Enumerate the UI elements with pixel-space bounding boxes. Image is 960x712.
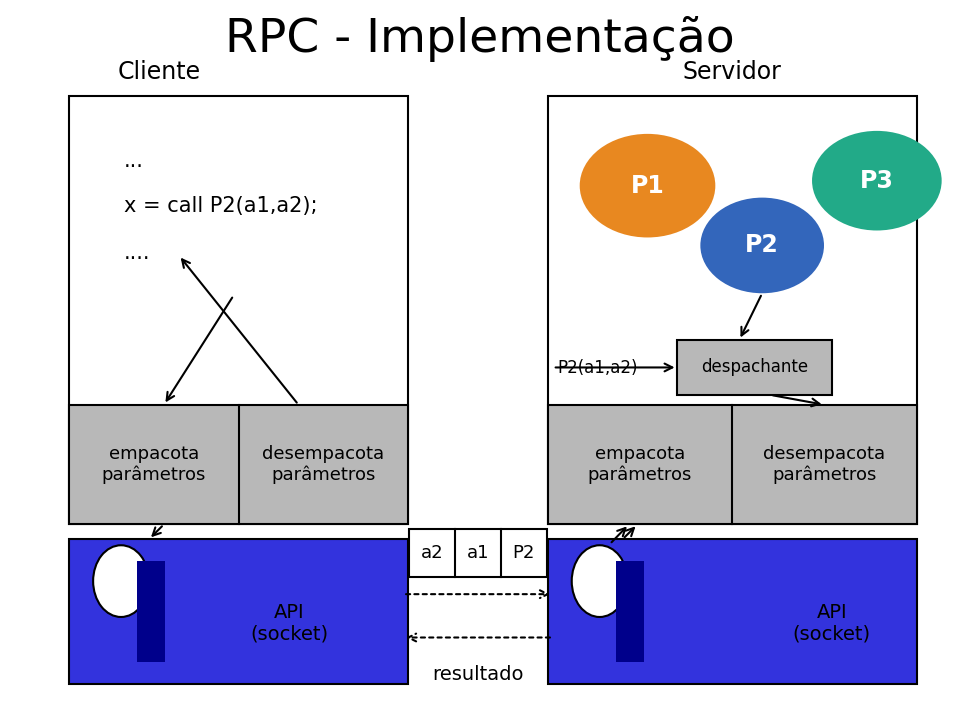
Text: ....: .... — [124, 244, 151, 263]
Text: empacota
parâmetros: empacota parâmetros — [588, 445, 692, 484]
Text: a2: a2 — [420, 544, 444, 562]
Text: despachante: despachante — [701, 358, 808, 377]
Text: ...: ... — [124, 151, 144, 171]
Ellipse shape — [701, 198, 824, 293]
FancyBboxPatch shape — [548, 405, 917, 524]
FancyBboxPatch shape — [69, 96, 408, 524]
Ellipse shape — [572, 545, 628, 617]
FancyBboxPatch shape — [615, 561, 643, 661]
Text: API
(socket): API (socket) — [793, 602, 871, 644]
Text: P1: P1 — [631, 174, 664, 198]
Text: P2: P2 — [513, 544, 535, 562]
FancyBboxPatch shape — [69, 405, 408, 524]
FancyBboxPatch shape — [137, 561, 165, 661]
FancyBboxPatch shape — [678, 340, 832, 395]
Text: Cliente: Cliente — [117, 60, 201, 84]
Text: API
(socket): API (socket) — [251, 602, 328, 644]
Text: RPC - Implementação: RPC - Implementação — [226, 16, 734, 62]
FancyBboxPatch shape — [409, 529, 547, 577]
Text: a1: a1 — [467, 544, 490, 562]
Text: desempacota
parâmetros: desempacota parâmetros — [763, 445, 885, 484]
Text: resultado: resultado — [432, 666, 524, 684]
Text: desempacota
parâmetros: desempacota parâmetros — [262, 445, 385, 484]
Text: P2(a1,a2): P2(a1,a2) — [558, 359, 638, 377]
Ellipse shape — [812, 131, 942, 231]
Ellipse shape — [580, 134, 715, 238]
Text: x = call P2(a1,a2);: x = call P2(a1,a2); — [124, 196, 318, 216]
FancyBboxPatch shape — [548, 96, 917, 524]
Ellipse shape — [93, 545, 149, 617]
Text: P3: P3 — [860, 169, 894, 193]
Text: Servidor: Servidor — [683, 60, 781, 84]
FancyBboxPatch shape — [548, 539, 917, 684]
FancyBboxPatch shape — [69, 539, 408, 684]
Text: P2: P2 — [745, 234, 780, 258]
Text: empacota
parâmetros: empacota parâmetros — [102, 445, 206, 484]
